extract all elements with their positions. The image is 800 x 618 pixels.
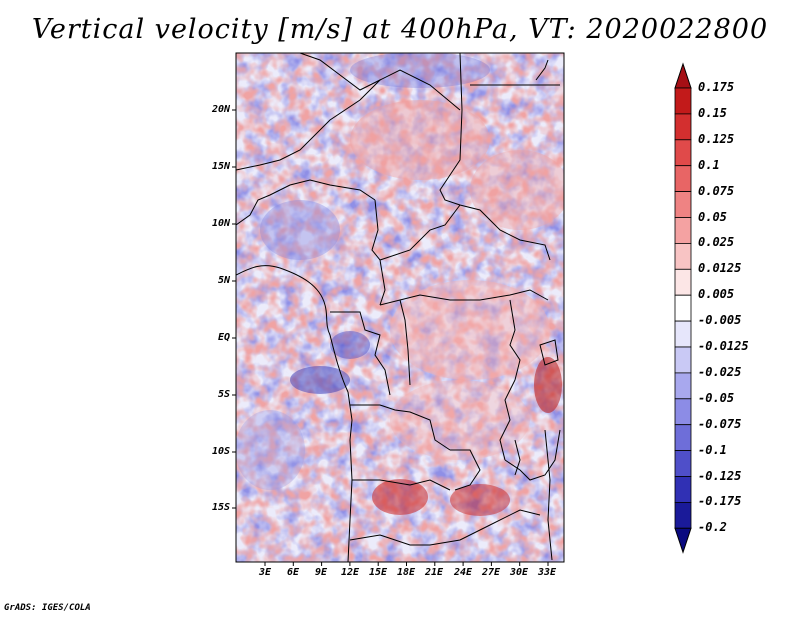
colorbar-label: 0.075	[698, 183, 735, 198]
lon-label-30e: 30E	[509, 567, 529, 578]
colorbar-label: 0.1	[698, 157, 720, 172]
colorbar-swatch	[674, 87, 692, 115]
colorbar-label: 0.175	[698, 80, 735, 94]
country-borders	[236, 53, 561, 562]
lat-label-10s: 10S	[211, 446, 230, 457]
colorbar-label: -0.125	[698, 468, 742, 483]
lat-label-5s: 5S	[217, 389, 230, 400]
colorbar-swatch	[674, 165, 692, 192]
colorbar-swatch	[674, 424, 692, 452]
lat-label-20n: 20N	[211, 104, 230, 115]
colorbar-label: -0.05	[698, 390, 735, 405]
colorbar	[674, 62, 692, 554]
lon-label-21e: 21E	[424, 567, 444, 578]
lat-label-15n: 15N	[211, 161, 230, 172]
lat-label-5n: 5N	[217, 275, 230, 286]
colorbar-label: -0.0125	[698, 339, 749, 353]
colorbar-label: 0.05	[698, 209, 727, 224]
lon-label-9e: 9E	[314, 567, 328, 578]
velocity-field	[236, 53, 564, 562]
colorbar-swatch	[674, 217, 692, 244]
lon-label-12e: 12E	[340, 567, 360, 578]
lon-label-33e: 33E	[537, 567, 557, 578]
colorbar-swatch	[674, 242, 692, 270]
axis-ticks	[232, 109, 549, 566]
lon-label-6e: 6E	[286, 567, 300, 578]
lat-label-15s: 15S	[211, 502, 230, 513]
colorbar-swatch	[674, 113, 692, 141]
colorbar-bottom-arrow	[674, 527, 692, 554]
colorbar-swatch	[674, 476, 692, 503]
colorbar-swatch	[674, 139, 692, 167]
colorbar-label: -0.1	[698, 442, 727, 457]
colorbar-swatch	[674, 450, 692, 477]
colorbar-label: 0.005	[698, 287, 735, 302]
colorbar-label: -0.025	[698, 364, 742, 379]
colorbar-label: 0.15	[698, 105, 727, 120]
lon-label-27e: 27E	[481, 567, 501, 578]
colorbar-swatch	[674, 268, 692, 296]
colorbar-swatch	[674, 320, 692, 348]
colorbar-label: 0.0125	[698, 261, 742, 276]
colorbar-label: -0.005	[698, 313, 742, 328]
colorbar-label: 0.125	[698, 131, 735, 146]
lat-label-eq: EQ	[217, 332, 230, 343]
colorbar-label: -0.075	[698, 416, 742, 431]
coastline-west	[236, 265, 349, 393]
lon-label-15e: 15E	[368, 567, 388, 578]
colorbar-swatch	[674, 346, 692, 374]
lon-label-18e: 18E	[396, 567, 416, 578]
colorbar-label: 0.025	[698, 235, 735, 250]
colorbar-label: -0.175	[698, 494, 742, 509]
colorbar-label: -0.2	[698, 520, 727, 535]
colorbar-swatch	[674, 191, 692, 218]
colorbar-swatch	[674, 398, 692, 426]
map-frame	[235, 52, 565, 563]
colorbar-top-arrow	[674, 62, 692, 89]
chart-title: Vertical velocity [m/s] at 400hPa, VT: 2…	[31, 14, 769, 45]
colorbar-swatch	[674, 294, 692, 322]
lon-label-24e: 24E	[453, 567, 473, 578]
lon-label-3e: 3E	[258, 567, 272, 578]
colorbar-swatch	[674, 372, 692, 400]
footer-credit: GrADS: IGES/COLA	[4, 603, 91, 613]
colorbar-swatch	[674, 501, 692, 529]
lat-label-10n: 10N	[211, 218, 230, 229]
